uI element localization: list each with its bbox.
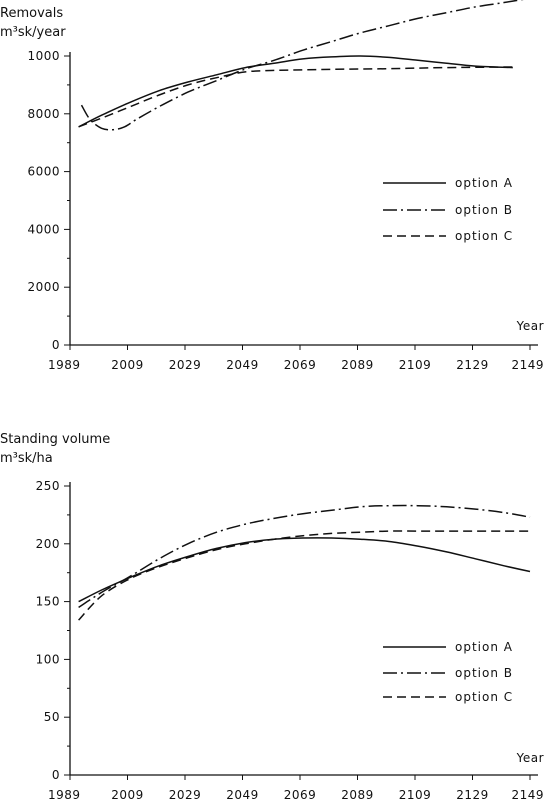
chart2-x-tick-label: 2089 xyxy=(341,788,374,802)
chart2-x-tick-label: 2029 xyxy=(169,788,202,802)
chart2-y-tick-label: 200 xyxy=(36,537,60,551)
removals-chart: Removals m³sk/year 0 2000 4000 6000 8000 1000 19… xyxy=(0,0,544,372)
chart2-x-tick-label: 2129 xyxy=(456,788,489,802)
chart1-series-option-b-line xyxy=(80,0,524,131)
chart2-y-tick-label: 0 xyxy=(52,768,60,782)
chart2-series-option-a-line xyxy=(78,537,531,603)
chart2-series-option-c-line xyxy=(78,530,530,621)
chart1-x-tick-label: 2129 xyxy=(456,358,489,372)
chart1-y-tick-label: 0 xyxy=(52,338,60,352)
chart1-x-tick-label: 2149 xyxy=(511,358,544,372)
chart2-legend-label: option B xyxy=(455,666,513,680)
chart1-x-tick-label: 2009 xyxy=(111,358,144,372)
chart1-x-tick-label: 2029 xyxy=(169,358,202,372)
chart2-x-tick-label: 2149 xyxy=(511,788,544,802)
chart1-x-axis-label: Year xyxy=(516,319,544,333)
chart1-y-tick-label: 1000 xyxy=(27,49,60,63)
chart2-legend-label: option C xyxy=(455,690,513,704)
chart2-y-axis-label: m³sk/ha xyxy=(0,451,53,466)
chart1-series-option-a-line xyxy=(78,55,513,128)
chart1-legend-label: option A xyxy=(455,176,513,190)
chart1-title: Removals xyxy=(0,6,63,21)
chart1-y-tick-label: 4000 xyxy=(27,222,60,236)
chart2-y-tick-label: 50 xyxy=(44,710,60,724)
chart2-x-tick-label: 2009 xyxy=(111,788,144,802)
chart2-x-tick-label: 2069 xyxy=(284,788,317,802)
chart2-x-tick-label: 2049 xyxy=(226,788,259,802)
chart1-y-tick-label: 2000 xyxy=(27,280,60,294)
chart1-x-tick-label: 2089 xyxy=(341,358,374,372)
chart2-x-tick-label: 1989 xyxy=(48,788,81,802)
chart1-legend-label: option C xyxy=(455,229,513,243)
chart1-y-tick-label: 8000 xyxy=(27,107,60,121)
chart2-y-tick-label: 250 xyxy=(36,479,60,493)
chart1-legend-label: option B xyxy=(455,203,513,217)
chart2-series-option-b-line xyxy=(78,504,531,609)
chart2-y-tick-label: 100 xyxy=(36,652,60,666)
chart2-x-axis-label: Year xyxy=(516,751,544,765)
chart1-x-tick-label: 2049 xyxy=(226,358,259,372)
chart2-title: Standing volume xyxy=(0,432,110,447)
chart1-x-tick-label: 2069 xyxy=(284,358,317,372)
chart2-legend-label: option A xyxy=(455,640,513,654)
chart1-x-tick-label: 1989 xyxy=(48,358,81,372)
chart1-y-tick-label: 6000 xyxy=(27,165,60,179)
chart1-x-tick-label: 2109 xyxy=(399,358,432,372)
standing-volume-chart: Standing volume m³sk/ha 0 50 100 150 200 250 198… xyxy=(0,432,544,802)
chart2-x-tick-label: 2109 xyxy=(399,788,432,802)
chart1-y-axis-label: m³sk/year xyxy=(0,25,66,40)
chart1-series-option-c-line xyxy=(78,66,513,128)
chart2-y-tick-label: 150 xyxy=(36,595,60,609)
